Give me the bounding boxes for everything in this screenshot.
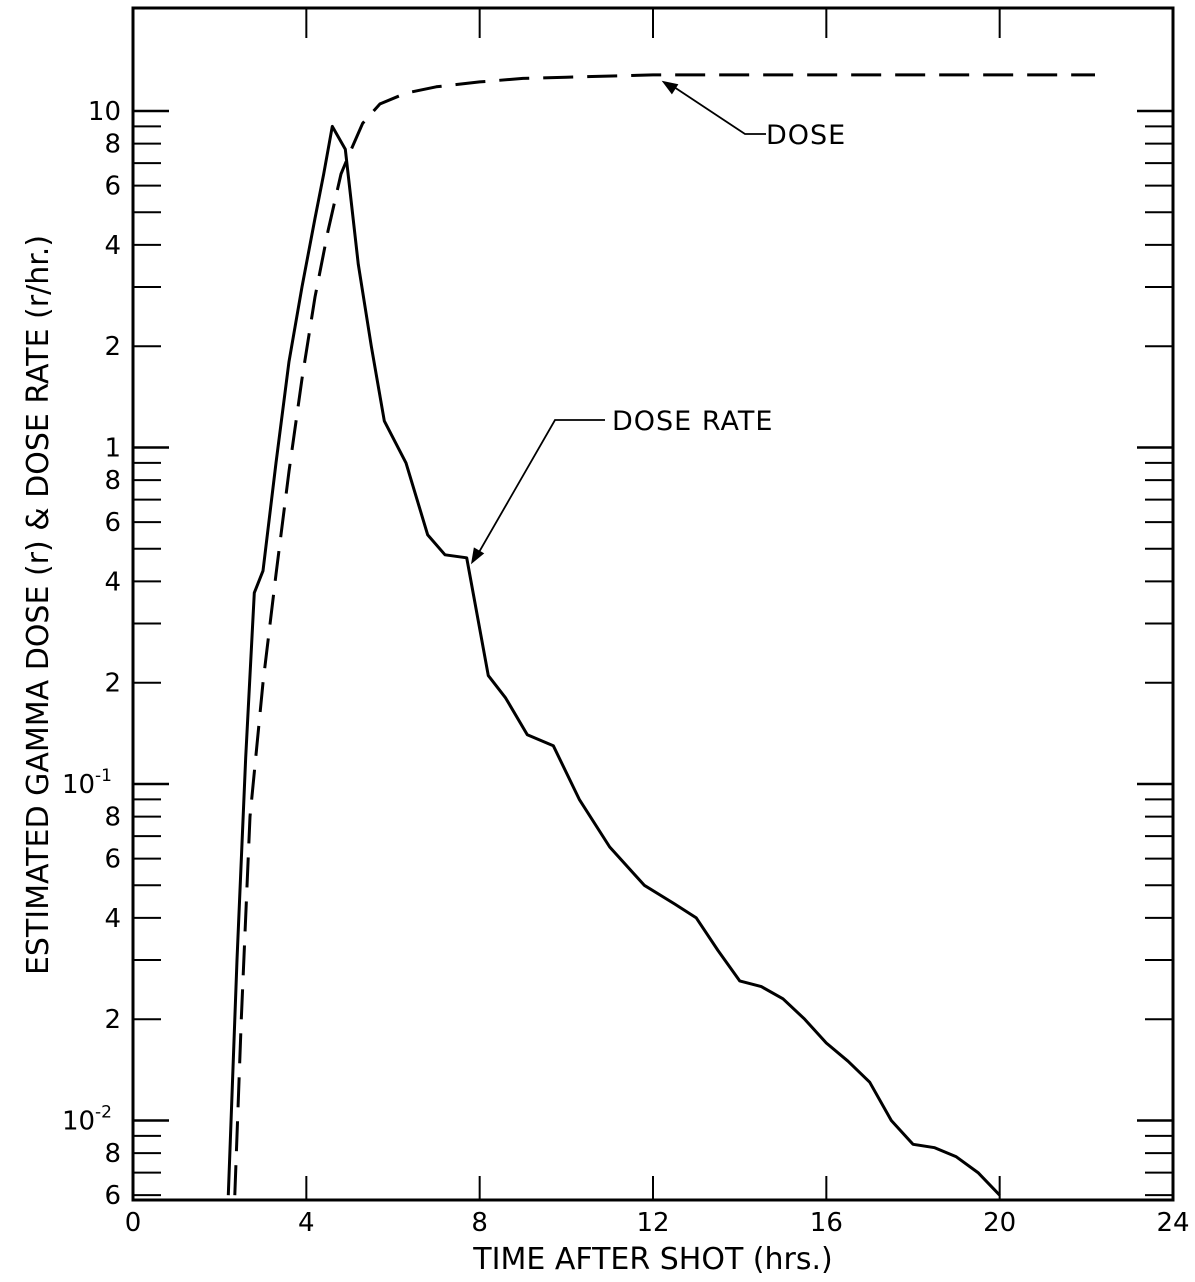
y-tick-label: 6 bbox=[104, 508, 121, 538]
y-tick-label: 2 bbox=[104, 332, 121, 362]
y-axis-title: ESTIMATED GAMMA DOSE (r) & DOSE RATE (r/… bbox=[21, 235, 56, 975]
x-tick-label: 20 bbox=[983, 1208, 1016, 1238]
dose-rate-line bbox=[226, 124, 1001, 1197]
y-tick-label: 10 bbox=[88, 97, 121, 127]
annotation-leader bbox=[478, 419, 605, 553]
annotation-label: DOSE bbox=[766, 120, 846, 151]
series-lines bbox=[226, 73, 1095, 1197]
y-tick-label: 4 bbox=[104, 231, 121, 261]
y-tick-label: 10-2 bbox=[62, 1103, 112, 1137]
y-tick-label: 1 bbox=[104, 434, 121, 464]
annotation-arrowhead bbox=[661, 80, 679, 95]
x-tick-label: 8 bbox=[471, 1208, 488, 1238]
y-tick-label: 2 bbox=[104, 1005, 121, 1035]
y-tick-label: 6 bbox=[104, 172, 121, 202]
x-tick-label: 24 bbox=[1156, 1208, 1189, 1238]
x-tick-label: 12 bbox=[636, 1208, 669, 1238]
y-tick-label: 4 bbox=[104, 904, 121, 934]
y-tick-label: 8 bbox=[104, 1139, 121, 1169]
plot-frame bbox=[131, 6, 1175, 1202]
annotation-label: DOSE RATE bbox=[612, 406, 773, 437]
y-tick-label: 6 bbox=[104, 845, 121, 875]
tick-marks bbox=[133, 8, 1173, 1200]
x-tick-label: 16 bbox=[810, 1208, 843, 1238]
y-tick-label: 8 bbox=[104, 803, 121, 833]
x-tick-label: 0 bbox=[125, 1208, 142, 1238]
x-axis-title: TIME AFTER SHOT (hrs.) bbox=[472, 1242, 832, 1277]
y-tick-label: 8 bbox=[104, 130, 121, 160]
y-tick-label: 8 bbox=[104, 466, 121, 496]
x-tick-label: 4 bbox=[298, 1208, 315, 1238]
dose-line bbox=[233, 73, 1095, 1196]
annotation-leader bbox=[673, 85, 766, 135]
annotation-arrowhead bbox=[471, 547, 485, 565]
x-tick-labels: 0 4 8 12 16 20 24 bbox=[125, 1208, 1190, 1238]
y-tick-label: 2 bbox=[104, 669, 121, 699]
y-tick-label: 10-1 bbox=[62, 766, 112, 800]
y-tick-label: 6 bbox=[104, 1181, 121, 1211]
y-tick-label: 4 bbox=[104, 567, 121, 597]
annotations: DOSE DOSE RATE bbox=[471, 80, 846, 565]
